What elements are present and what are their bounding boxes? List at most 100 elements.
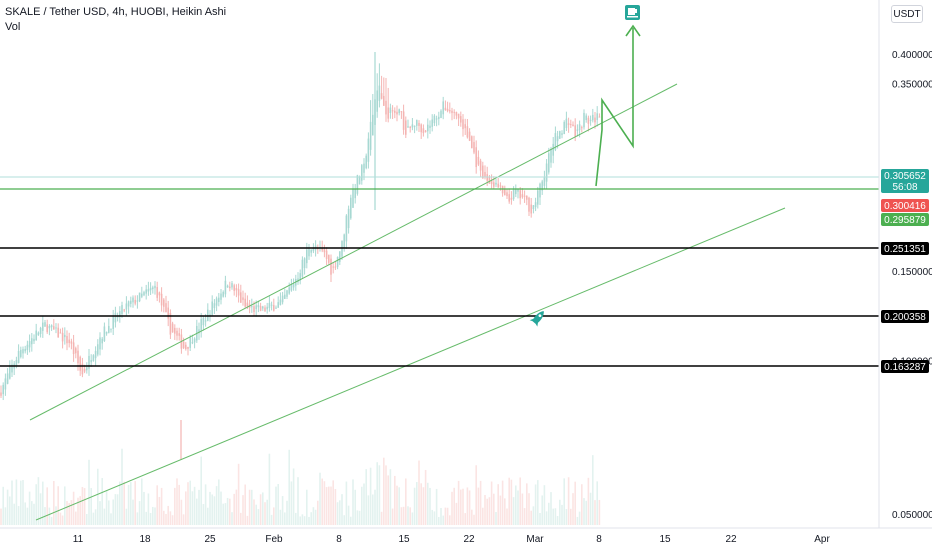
candle-down — [477, 156, 480, 165]
candle-up — [578, 124, 581, 131]
volume-bar — [204, 484, 207, 525]
volume-bar — [539, 512, 541, 525]
y-tick-label: 0.350000 — [892, 80, 932, 91]
candle-up — [281, 295, 284, 303]
x-tick-label: 22 — [725, 534, 737, 545]
volume-bar — [61, 515, 64, 525]
candle-up — [541, 181, 543, 191]
volume-bar — [169, 511, 172, 525]
volume-bar — [262, 492, 264, 525]
volume-bar — [75, 511, 77, 525]
volume-bar — [154, 507, 156, 525]
candle-up — [416, 120, 418, 126]
candle-down — [332, 266, 334, 268]
candle-up — [147, 289, 150, 292]
coffee-cup-body — [628, 8, 635, 15]
volume-bar — [189, 480, 191, 525]
candle-up — [589, 119, 592, 121]
volume-bar — [550, 492, 552, 525]
volume-bar — [479, 480, 482, 525]
candle-down — [484, 171, 486, 177]
volume-bar — [556, 516, 559, 525]
candle-up — [251, 306, 253, 308]
candle-up — [255, 305, 257, 310]
volume-bar — [323, 481, 326, 525]
volume-bar — [442, 515, 444, 525]
candle-up — [429, 125, 431, 128]
volume-bar — [292, 468, 295, 525]
volume-bar — [235, 489, 238, 525]
candle-down — [68, 339, 70, 344]
candle-down — [523, 195, 526, 197]
volume-bar — [385, 465, 387, 525]
symbol-title[interactable]: SKALE / Tether USD, 4h, HUOBI, Heikin As… — [5, 6, 227, 18]
candle-up — [11, 364, 13, 373]
volume-bar — [592, 455, 594, 525]
candle-down — [383, 95, 385, 106]
volume-bar — [33, 503, 35, 525]
volume-bar — [9, 496, 11, 525]
projection-arrow-path — [595, 28, 634, 187]
volume-bar — [70, 500, 73, 525]
volume-bar — [490, 481, 493, 525]
volume-bar — [466, 487, 469, 525]
candle-down — [462, 119, 464, 130]
volume-bar — [418, 460, 420, 525]
candle-down — [253, 306, 255, 313]
candle-up — [411, 124, 414, 128]
time-axis[interactable]: 11 18 25 Feb 8 15 22 Mar 8 15 22 Apr — [73, 534, 831, 545]
candle-up — [209, 314, 211, 316]
candle-up — [356, 175, 359, 194]
candle-down — [449, 109, 451, 112]
chart-legend: SKALE / Tether USD, 4h, HUOBI, Heikin As… — [5, 5, 226, 35]
candle-up — [20, 349, 22, 357]
candle-up — [37, 332, 40, 336]
volume-bar — [451, 491, 453, 525]
volume-bar — [552, 508, 554, 525]
candle-up — [48, 325, 51, 329]
volume-bar — [290, 481, 293, 525]
volume-label[interactable]: Vol — [5, 21, 21, 33]
candle-up — [231, 283, 233, 288]
volume-bar — [222, 503, 224, 525]
y-tick-label: 0.400000 — [892, 50, 932, 61]
candle-up — [99, 337, 101, 350]
volume-bar — [273, 507, 275, 525]
volume-bar — [473, 514, 475, 525]
volume-bar — [411, 512, 414, 525]
candle-up — [537, 190, 539, 205]
volume-bar — [567, 477, 570, 525]
candle-up — [50, 325, 53, 328]
candle-down — [466, 126, 469, 138]
volume-bar — [519, 477, 521, 525]
candle-up — [495, 182, 497, 185]
volume-bar — [233, 493, 235, 525]
candle-down — [0, 392, 2, 396]
candle-up — [515, 189, 517, 195]
candle-up — [42, 322, 44, 331]
volume-bar — [365, 469, 367, 525]
candle-up — [389, 107, 392, 114]
rocket-body — [532, 311, 544, 324]
candle-down — [273, 305, 275, 311]
candle-up — [112, 315, 114, 330]
candle-up — [286, 290, 288, 297]
volume-bar — [125, 508, 128, 525]
candle-up — [565, 118, 568, 128]
candle-up — [101, 338, 103, 344]
candle-down — [499, 185, 502, 187]
candle-down — [61, 332, 64, 342]
candle-up — [354, 189, 356, 199]
candle-up — [561, 133, 563, 135]
volume-bar — [306, 489, 308, 525]
green-price-badge: 0.295879 — [881, 213, 929, 226]
currency-button[interactable]: USDT — [891, 5, 923, 23]
candle-up — [361, 165, 363, 181]
volume-bar — [400, 507, 403, 525]
y-tick-label: 0.050000 — [892, 510, 932, 521]
volume-bar — [39, 493, 42, 525]
volume-bar — [321, 478, 323, 525]
volume-bar — [444, 507, 447, 525]
